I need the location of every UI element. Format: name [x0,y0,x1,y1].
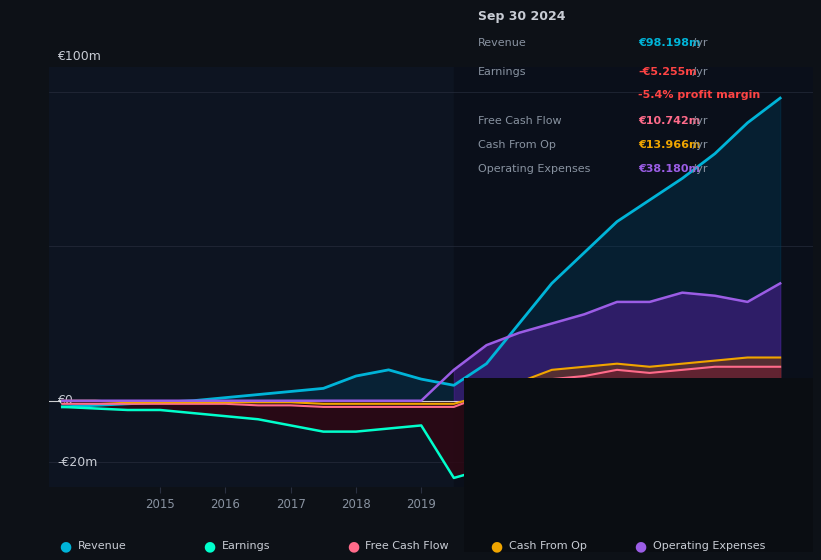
Text: /yr: /yr [689,38,707,48]
Text: €10.742m: €10.742m [639,116,700,126]
Text: /yr: /yr [689,116,707,126]
Text: Free Cash Flow: Free Cash Flow [365,541,449,551]
Text: Sep 30 2024: Sep 30 2024 [478,10,566,23]
Text: Earnings: Earnings [222,541,270,551]
Text: Revenue: Revenue [478,38,526,48]
Text: Revenue: Revenue [78,541,126,551]
Text: /yr: /yr [689,67,707,77]
Text: ●: ● [204,539,215,553]
Text: €13.966m: €13.966m [639,140,701,150]
Text: -€20m: -€20m [57,456,97,469]
Text: €100m: €100m [57,50,101,63]
Text: Cash From Op: Cash From Op [478,140,556,150]
Text: /yr: /yr [689,140,707,150]
Text: Free Cash Flow: Free Cash Flow [478,116,562,126]
Text: €0: €0 [57,394,73,407]
Text: €38.180m: €38.180m [639,165,700,175]
Text: Cash From Op: Cash From Op [509,541,587,551]
Text: ●: ● [60,539,71,553]
Text: /yr: /yr [689,165,707,175]
Text: Earnings: Earnings [478,67,526,77]
Text: ●: ● [347,539,359,553]
Text: -5.4% profit margin: -5.4% profit margin [639,90,760,100]
Text: -€5.255m: -€5.255m [639,67,697,77]
Text: Operating Expenses: Operating Expenses [653,541,765,551]
Text: Operating Expenses: Operating Expenses [478,165,590,175]
Text: ●: ● [635,539,646,553]
Bar [454,67,813,487]
Text: ●: ● [491,539,502,553]
Text: €98.198m: €98.198m [639,38,701,48]
